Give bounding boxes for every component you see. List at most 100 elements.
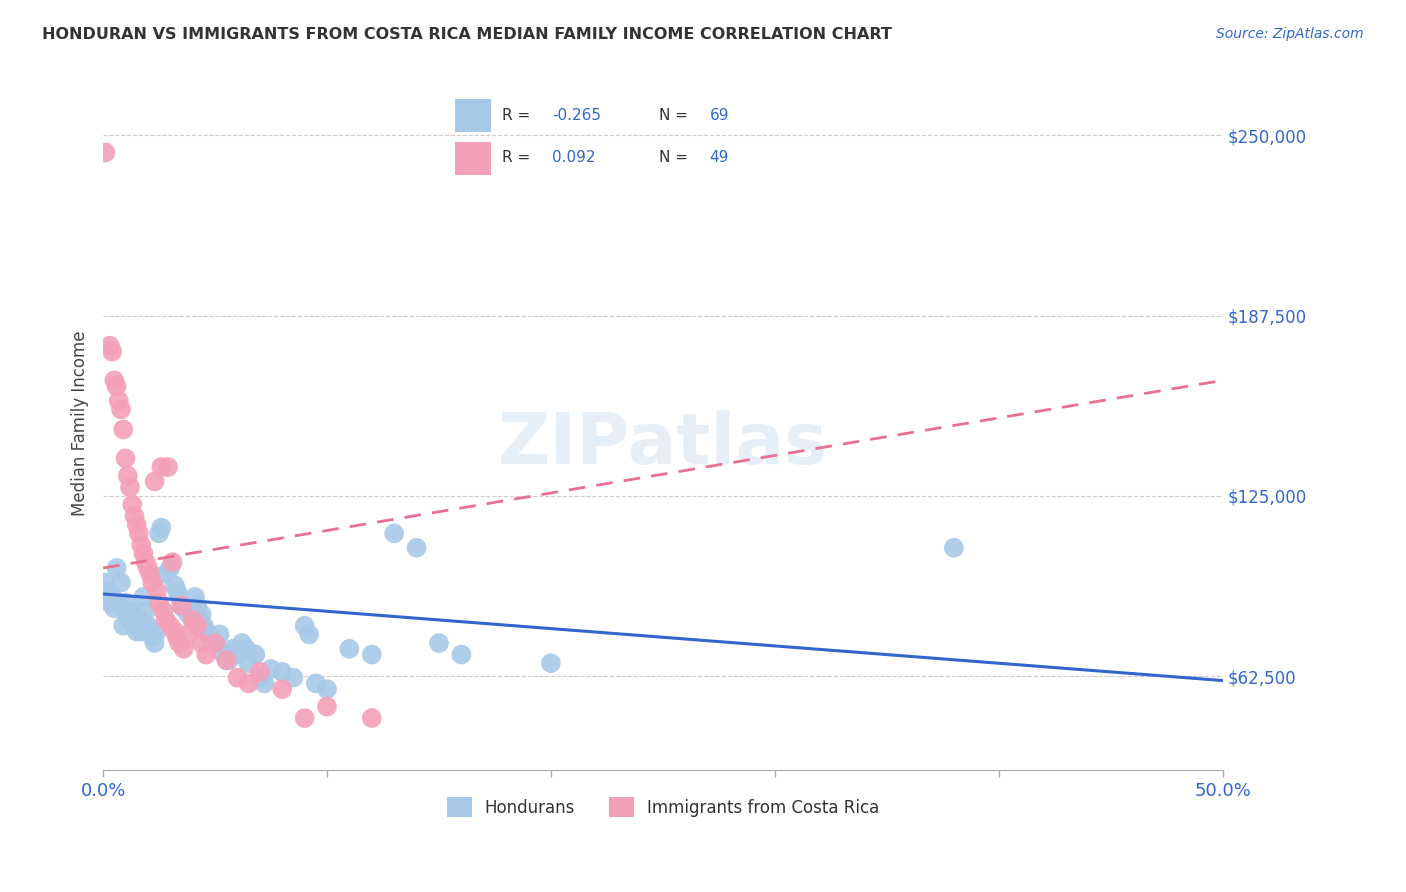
Point <box>121 498 143 512</box>
Point <box>271 665 294 679</box>
Point <box>167 590 190 604</box>
Point <box>139 566 162 581</box>
Point <box>231 636 253 650</box>
Point <box>173 641 195 656</box>
Point <box>249 671 271 685</box>
Point <box>141 630 163 644</box>
Point <box>212 648 235 662</box>
Point <box>94 145 117 160</box>
Point <box>112 618 135 632</box>
Point <box>117 468 139 483</box>
Text: Source: ZipAtlas.com: Source: ZipAtlas.com <box>1216 27 1364 41</box>
Point <box>101 590 124 604</box>
Point <box>238 676 260 690</box>
Point <box>170 599 193 613</box>
Legend: Hondurans, Immigrants from Costa Rica: Hondurans, Immigrants from Costa Rica <box>440 790 886 824</box>
Point <box>143 636 166 650</box>
Point <box>110 402 132 417</box>
Point <box>271 682 294 697</box>
Point <box>294 618 316 632</box>
Point <box>136 561 159 575</box>
Point <box>186 618 208 632</box>
Point <box>177 627 200 641</box>
Point <box>177 607 200 622</box>
Point <box>222 641 245 656</box>
Point <box>253 676 276 690</box>
Point <box>204 636 226 650</box>
Point <box>118 480 141 494</box>
Point <box>94 575 117 590</box>
Point <box>166 584 188 599</box>
Y-axis label: Median Family Income: Median Family Income <box>72 331 89 516</box>
Point <box>148 596 170 610</box>
Point <box>155 566 177 581</box>
Point <box>173 601 195 615</box>
Point <box>143 475 166 489</box>
Point <box>188 613 211 627</box>
Point <box>942 541 965 555</box>
Point <box>360 711 382 725</box>
Point <box>360 648 382 662</box>
Point <box>132 547 155 561</box>
Point <box>294 711 316 725</box>
Point <box>316 682 339 697</box>
Point <box>150 520 173 534</box>
Point <box>135 555 157 569</box>
Text: HONDURAN VS IMMIGRANTS FROM COSTA RICA MEDIAN FAMILY INCOME CORRELATION CHART: HONDURAN VS IMMIGRANTS FROM COSTA RICA M… <box>42 27 891 42</box>
Point <box>105 379 128 393</box>
Point <box>112 422 135 436</box>
Point <box>121 604 143 618</box>
Point <box>132 590 155 604</box>
Point <box>316 699 339 714</box>
Point <box>181 613 204 627</box>
Point <box>249 665 271 679</box>
Point <box>107 596 129 610</box>
Point <box>186 599 208 613</box>
Point <box>204 636 226 650</box>
Point <box>124 509 146 524</box>
Point <box>128 526 150 541</box>
Point <box>450 648 472 662</box>
Point <box>114 596 136 610</box>
Point <box>114 451 136 466</box>
Point <box>141 575 163 590</box>
Point <box>155 613 177 627</box>
Point <box>135 604 157 618</box>
Point <box>157 460 180 475</box>
Point <box>190 636 212 650</box>
Point <box>190 607 212 622</box>
Point <box>218 653 240 667</box>
Point <box>159 561 181 575</box>
Point <box>128 613 150 627</box>
Point <box>129 624 152 639</box>
Point <box>181 613 204 627</box>
Point <box>382 526 405 541</box>
Point <box>238 657 260 671</box>
Point <box>125 624 148 639</box>
Point <box>146 584 169 599</box>
Point <box>215 653 238 667</box>
Point <box>163 578 186 592</box>
Point <box>118 613 141 627</box>
Point <box>226 671 249 685</box>
Point <box>339 641 361 656</box>
Point <box>170 599 193 613</box>
Point <box>152 604 174 618</box>
Point <box>245 648 267 662</box>
Point <box>235 641 257 656</box>
Point <box>200 630 222 644</box>
Point <box>283 671 305 685</box>
Point <box>195 648 218 662</box>
Point <box>98 339 121 353</box>
Point <box>103 373 125 387</box>
Point <box>159 618 181 632</box>
Point <box>124 618 146 632</box>
Point <box>226 648 249 662</box>
Point <box>427 636 450 650</box>
Point <box>129 538 152 552</box>
Point <box>305 676 328 690</box>
Point <box>208 627 231 641</box>
Point <box>110 575 132 590</box>
Point <box>101 344 124 359</box>
Point <box>97 584 120 599</box>
